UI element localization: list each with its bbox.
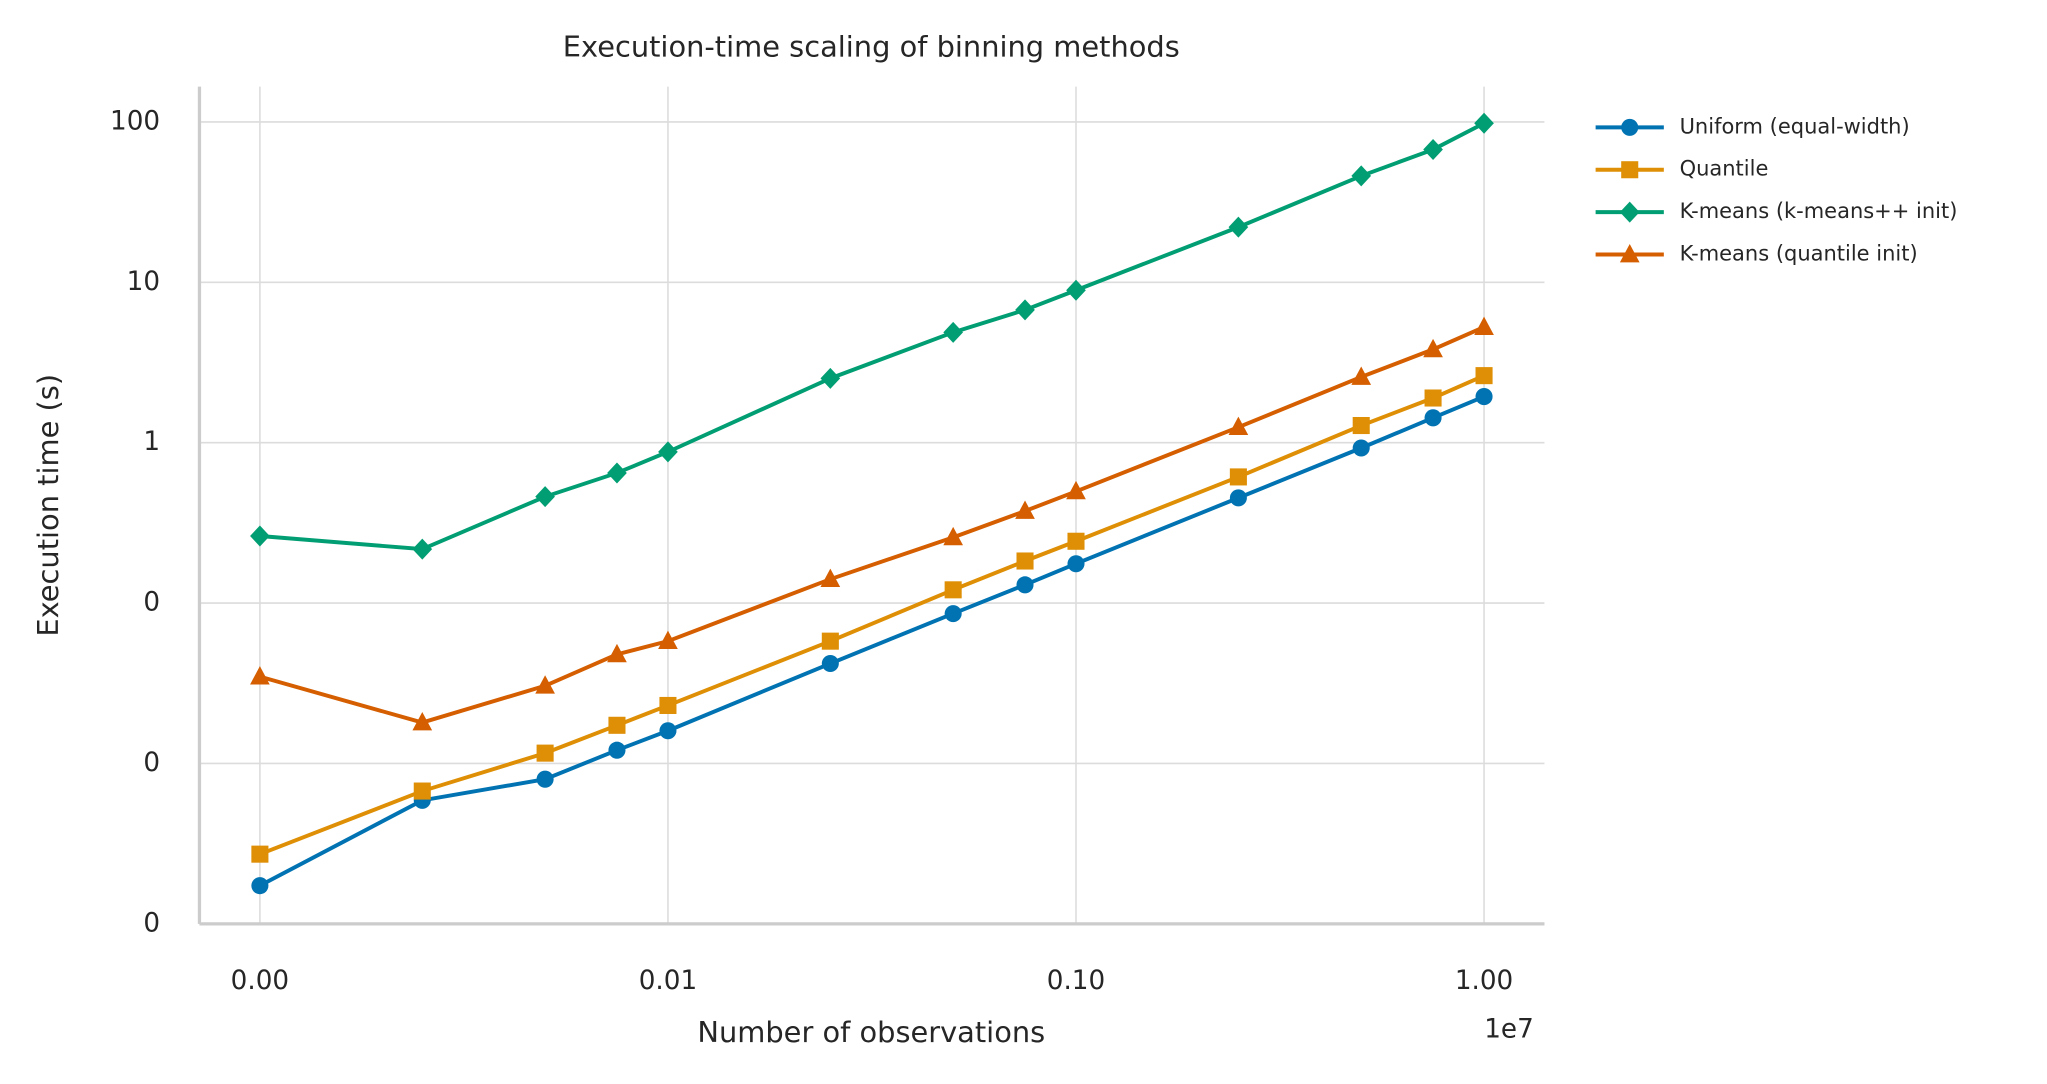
marker xyxy=(1228,416,1249,436)
marker xyxy=(536,744,554,762)
marker xyxy=(1423,338,1443,358)
series-line xyxy=(259,121,1485,552)
marker xyxy=(659,696,677,714)
marker xyxy=(251,845,269,863)
chart-title: Execution-time scaling of binning method… xyxy=(563,30,1180,64)
marker xyxy=(608,741,626,759)
marker xyxy=(1015,500,1035,519)
x-tick-label: 0.01 xyxy=(639,966,697,996)
marker xyxy=(1067,532,1085,550)
marker xyxy=(1229,489,1247,507)
marker xyxy=(1351,366,1372,385)
marker xyxy=(1352,439,1370,457)
marker xyxy=(821,632,839,650)
marker xyxy=(820,367,841,389)
x-axis-label: Number of observations xyxy=(697,1015,1045,1049)
marker xyxy=(658,630,678,650)
x-tick-label: 0.10 xyxy=(1047,966,1105,996)
marker xyxy=(608,716,626,734)
marker xyxy=(607,462,627,484)
marker xyxy=(1016,576,1034,594)
marker xyxy=(820,568,841,588)
legend-label: Uniform (equal-width) xyxy=(1680,114,1910,138)
y-tick-label: 0 xyxy=(143,588,160,618)
marker xyxy=(943,321,964,343)
series-line xyxy=(258,394,1485,888)
marker xyxy=(1352,416,1370,435)
legend-label: K-means (k-means++ init) xyxy=(1680,199,1958,223)
marker xyxy=(944,581,962,599)
x-tick-label: 0.00 xyxy=(231,966,289,996)
marker xyxy=(1229,468,1247,486)
marker xyxy=(658,441,678,463)
marker xyxy=(1228,216,1249,238)
marker xyxy=(1621,118,1639,136)
legend-label: K-means (quantile init) xyxy=(1680,242,1918,266)
marker xyxy=(1016,552,1034,570)
marker xyxy=(1621,161,1639,179)
marker xyxy=(943,526,964,546)
marker xyxy=(250,666,270,685)
marker xyxy=(944,605,962,623)
marker xyxy=(1015,299,1035,321)
marker xyxy=(1423,139,1443,161)
y-tick-label: 1 xyxy=(143,427,160,457)
marker xyxy=(1475,367,1493,385)
marker xyxy=(659,722,677,740)
marker xyxy=(1067,555,1085,573)
marker xyxy=(250,525,270,547)
marker xyxy=(821,654,839,673)
marker xyxy=(251,877,269,895)
marker xyxy=(536,770,554,788)
series-line xyxy=(259,373,1485,856)
x-tick-label: 1.00 xyxy=(1455,966,1513,996)
marker xyxy=(1475,388,1493,406)
marker xyxy=(1424,389,1442,407)
marker xyxy=(413,782,431,800)
marker xyxy=(1619,201,1640,223)
y-axis-label: Execution time (s) xyxy=(31,374,65,637)
marker xyxy=(535,486,555,508)
legend-label: Quantile xyxy=(1680,157,1769,181)
y-tick-label: 100 xyxy=(110,106,160,136)
marker xyxy=(1351,165,1372,187)
series-line xyxy=(259,325,1485,725)
marker xyxy=(535,675,555,694)
marker xyxy=(412,712,433,731)
marker xyxy=(1066,480,1086,500)
marker xyxy=(1424,409,1442,427)
y-tick-label: 0 xyxy=(143,908,160,938)
marker xyxy=(607,643,627,663)
x-offset-label: 1e7 xyxy=(1484,1015,1534,1045)
marker xyxy=(1474,112,1494,134)
marker xyxy=(1474,316,1494,335)
marker xyxy=(412,538,433,560)
marker xyxy=(1619,244,1640,263)
y-tick-label: 10 xyxy=(127,267,160,297)
y-tick-label: 0 xyxy=(143,748,160,778)
